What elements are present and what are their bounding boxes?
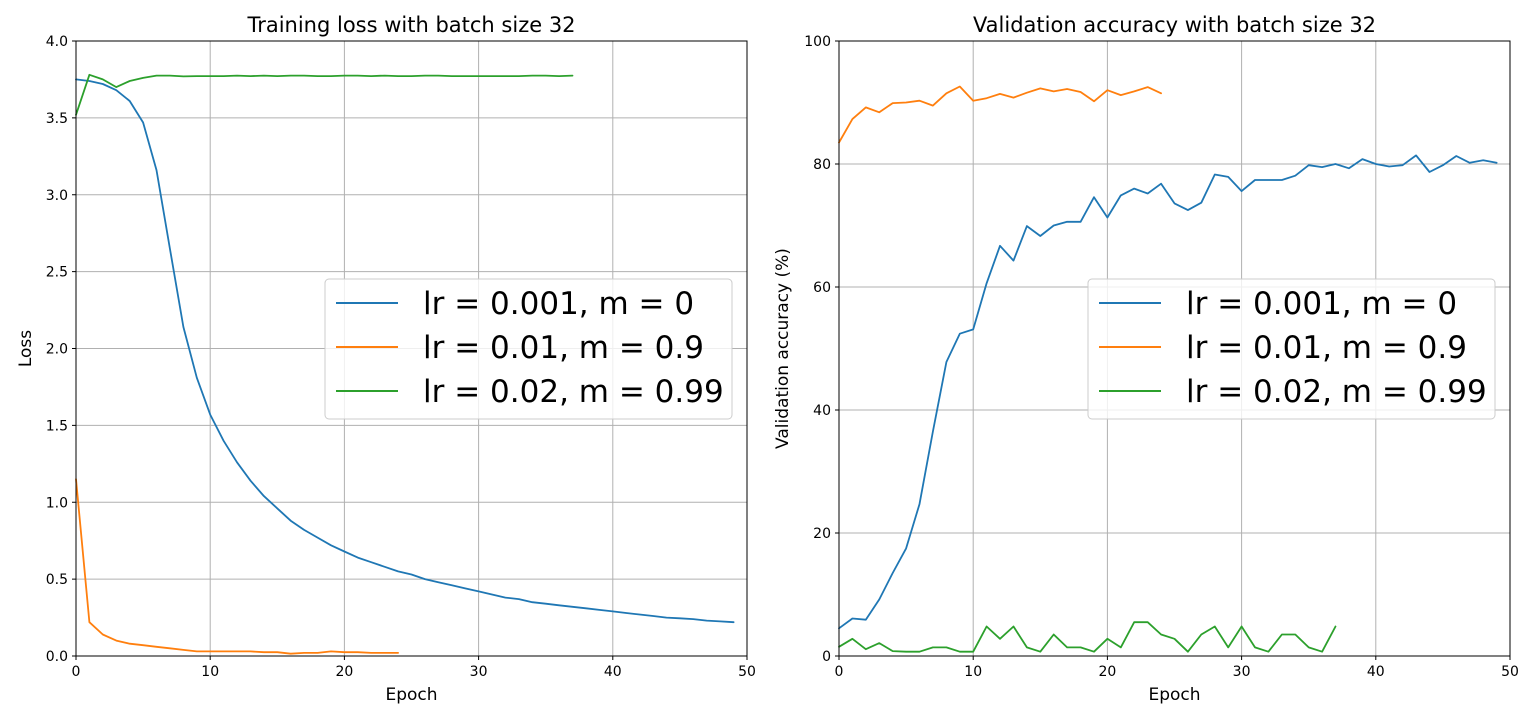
x-tick-label: 20 (1098, 664, 1116, 680)
series-lines (75, 73, 735, 655)
series-lines (838, 85, 1498, 653)
legend-label: lr = 0.02, m = 0.99 (423, 374, 724, 410)
legend-entry: lr = 0.02, m = 0.99 (1099, 374, 1487, 410)
legend-label: lr = 0.001, m = 0 (423, 286, 694, 322)
y-tick-label: 60 (813, 280, 831, 296)
x-tick-label: 30 (1233, 664, 1251, 680)
legend: lr = 0.001, m = 0 lr = 0.01, m = 0.9 lr … (324, 278, 733, 420)
x-axis-label: Epoch (1148, 685, 1200, 705)
x-tick-label: 0 (72, 664, 81, 680)
series-line (75, 478, 400, 655)
y-tick-label: 0.0 (46, 649, 68, 665)
axis-ticks: 0 10 20 30 40 50 0.0 0.5 1.0 1.5 2.0 2.5 3.0 3.5 4.0 (46, 34, 756, 680)
y-tick-label: 3.5 (46, 111, 68, 127)
x-tick-label: 10 (201, 664, 219, 680)
series-line (838, 154, 1498, 630)
y-tick-label: 2.0 (46, 342, 68, 358)
y-tick-label: 0 (822, 649, 831, 665)
chart-title: Training loss with batch size 32 (246, 13, 575, 37)
series-line (838, 621, 1337, 653)
x-tick-label: 0 (835, 664, 844, 680)
legend-label: lr = 0.01, m = 0.9 (423, 330, 704, 366)
training-loss-chart: 0 10 20 30 40 50 0.0 0.5 1.0 1.5 2.0 2.5 3.0 3.5 4.0 T… (16, 13, 756, 705)
y-tick-label: 4.0 (46, 34, 68, 50)
x-tick-label: 20 (335, 664, 353, 680)
chart-title: Validation accuracy with batch size 32 (973, 13, 1376, 37)
x-tick-label: 40 (1367, 664, 1385, 680)
y-tick-label: 3.0 (46, 188, 68, 204)
x-tick-label: 10 (964, 664, 982, 680)
legend-box (1087, 278, 1496, 420)
plot-frame (838, 40, 1511, 657)
legend-entry: lr = 0.02, m = 0.99 (336, 374, 724, 410)
legend-label: lr = 0.001, m = 0 (1186, 286, 1457, 322)
y-tick-label: 80 (813, 157, 831, 173)
axis-ticks: 0 10 20 30 40 50 0 20 40 60 80 100 (804, 34, 1519, 680)
series-line (75, 73, 574, 116)
y-axis-label: Loss (16, 330, 36, 367)
y-axis-label: Validation accuracy (%) (773, 248, 793, 449)
y-tick-label: 2.5 (46, 265, 68, 281)
x-tick-label: 50 (738, 664, 756, 680)
y-tick-label: 20 (813, 526, 831, 542)
x-tick-label: 50 (1501, 664, 1519, 680)
legend-label: lr = 0.02, m = 0.99 (1186, 374, 1487, 410)
x-tick-label: 30 (470, 664, 488, 680)
legend-entry: lr = 0.001, m = 0 (336, 286, 694, 322)
validation-accuracy-chart: 0 10 20 30 40 50 0 20 40 60 80 100 Validation accur… (773, 13, 1519, 705)
legend: lr = 0.001, m = 0 lr = 0.01, m = 0.9 lr … (1087, 278, 1496, 420)
series-line (838, 85, 1162, 144)
y-tick-label: 100 (804, 34, 831, 50)
x-axis-label: Epoch (385, 685, 437, 705)
legend-label: lr = 0.01, m = 0.9 (1186, 330, 1467, 366)
y-tick-label: 1.5 (46, 418, 68, 434)
y-tick-label: 40 (813, 403, 831, 419)
legend-entry: lr = 0.001, m = 0 (1099, 286, 1457, 322)
series-line (75, 78, 735, 624)
y-tick-label: 0.5 (46, 572, 68, 588)
legend-entry: lr = 0.01, m = 0.9 (336, 330, 704, 366)
legend-box (324, 278, 733, 420)
x-tick-label: 40 (604, 664, 622, 680)
legend-entry: lr = 0.01, m = 0.9 (1099, 330, 1467, 366)
y-tick-label: 1.0 (46, 495, 68, 511)
